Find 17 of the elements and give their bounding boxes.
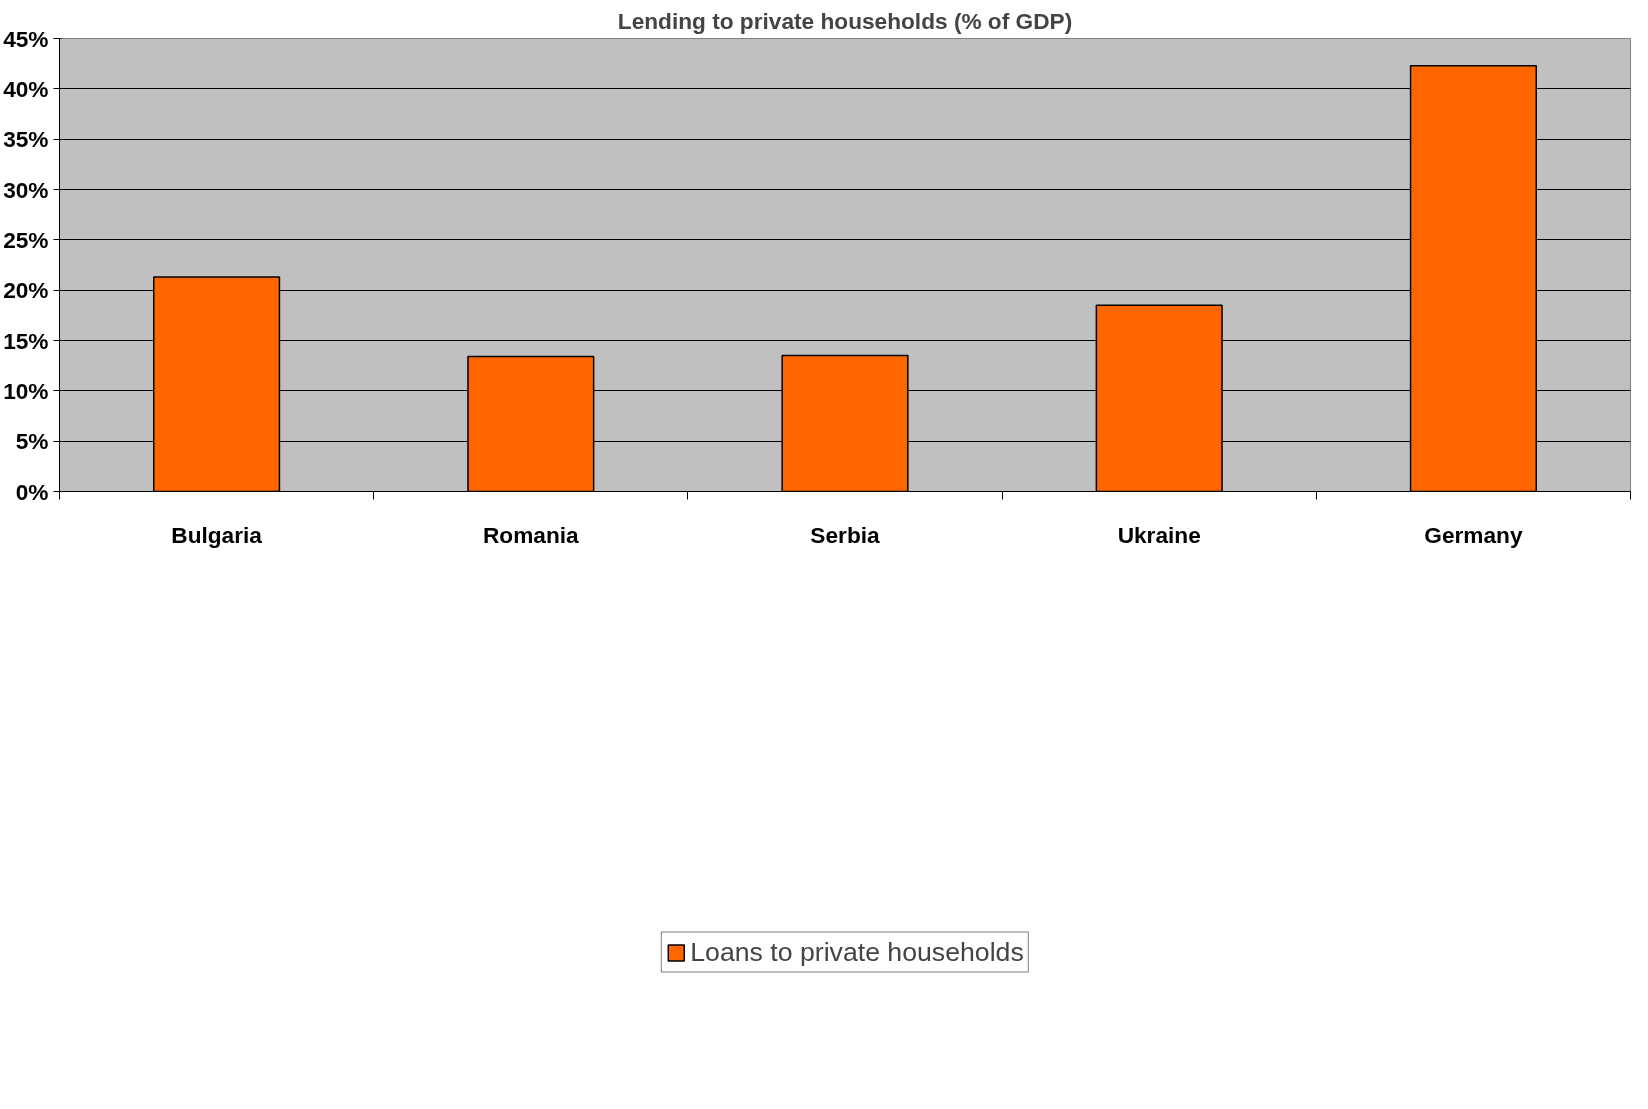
x-tick-label: Serbia [810, 521, 881, 548]
x-tick-label: Romania [482, 521, 580, 548]
y-tick-label: 35% [3, 126, 49, 153]
x-tick-label: Germany [1424, 521, 1523, 548]
y-tick-label: 45% [3, 25, 49, 52]
y-tick-label: 10% [3, 377, 49, 404]
y-tick-label: 5% [15, 428, 49, 455]
y-tick-label: 25% [3, 226, 49, 253]
x-tick-label: Bulgaria [171, 521, 263, 548]
y-tick-label: 30% [3, 176, 49, 203]
legend-label: Loans to private households [690, 936, 1024, 968]
x-tick-label: Ukraine [1117, 521, 1201, 548]
y-tick-label: 40% [3, 75, 49, 102]
y-tick-label: 15% [3, 327, 49, 354]
chart-title: Lending to private households (% of GDP) [617, 7, 1073, 34]
y-tick-label: 0% [15, 478, 49, 505]
y-tick-label: 20% [3, 277, 49, 304]
